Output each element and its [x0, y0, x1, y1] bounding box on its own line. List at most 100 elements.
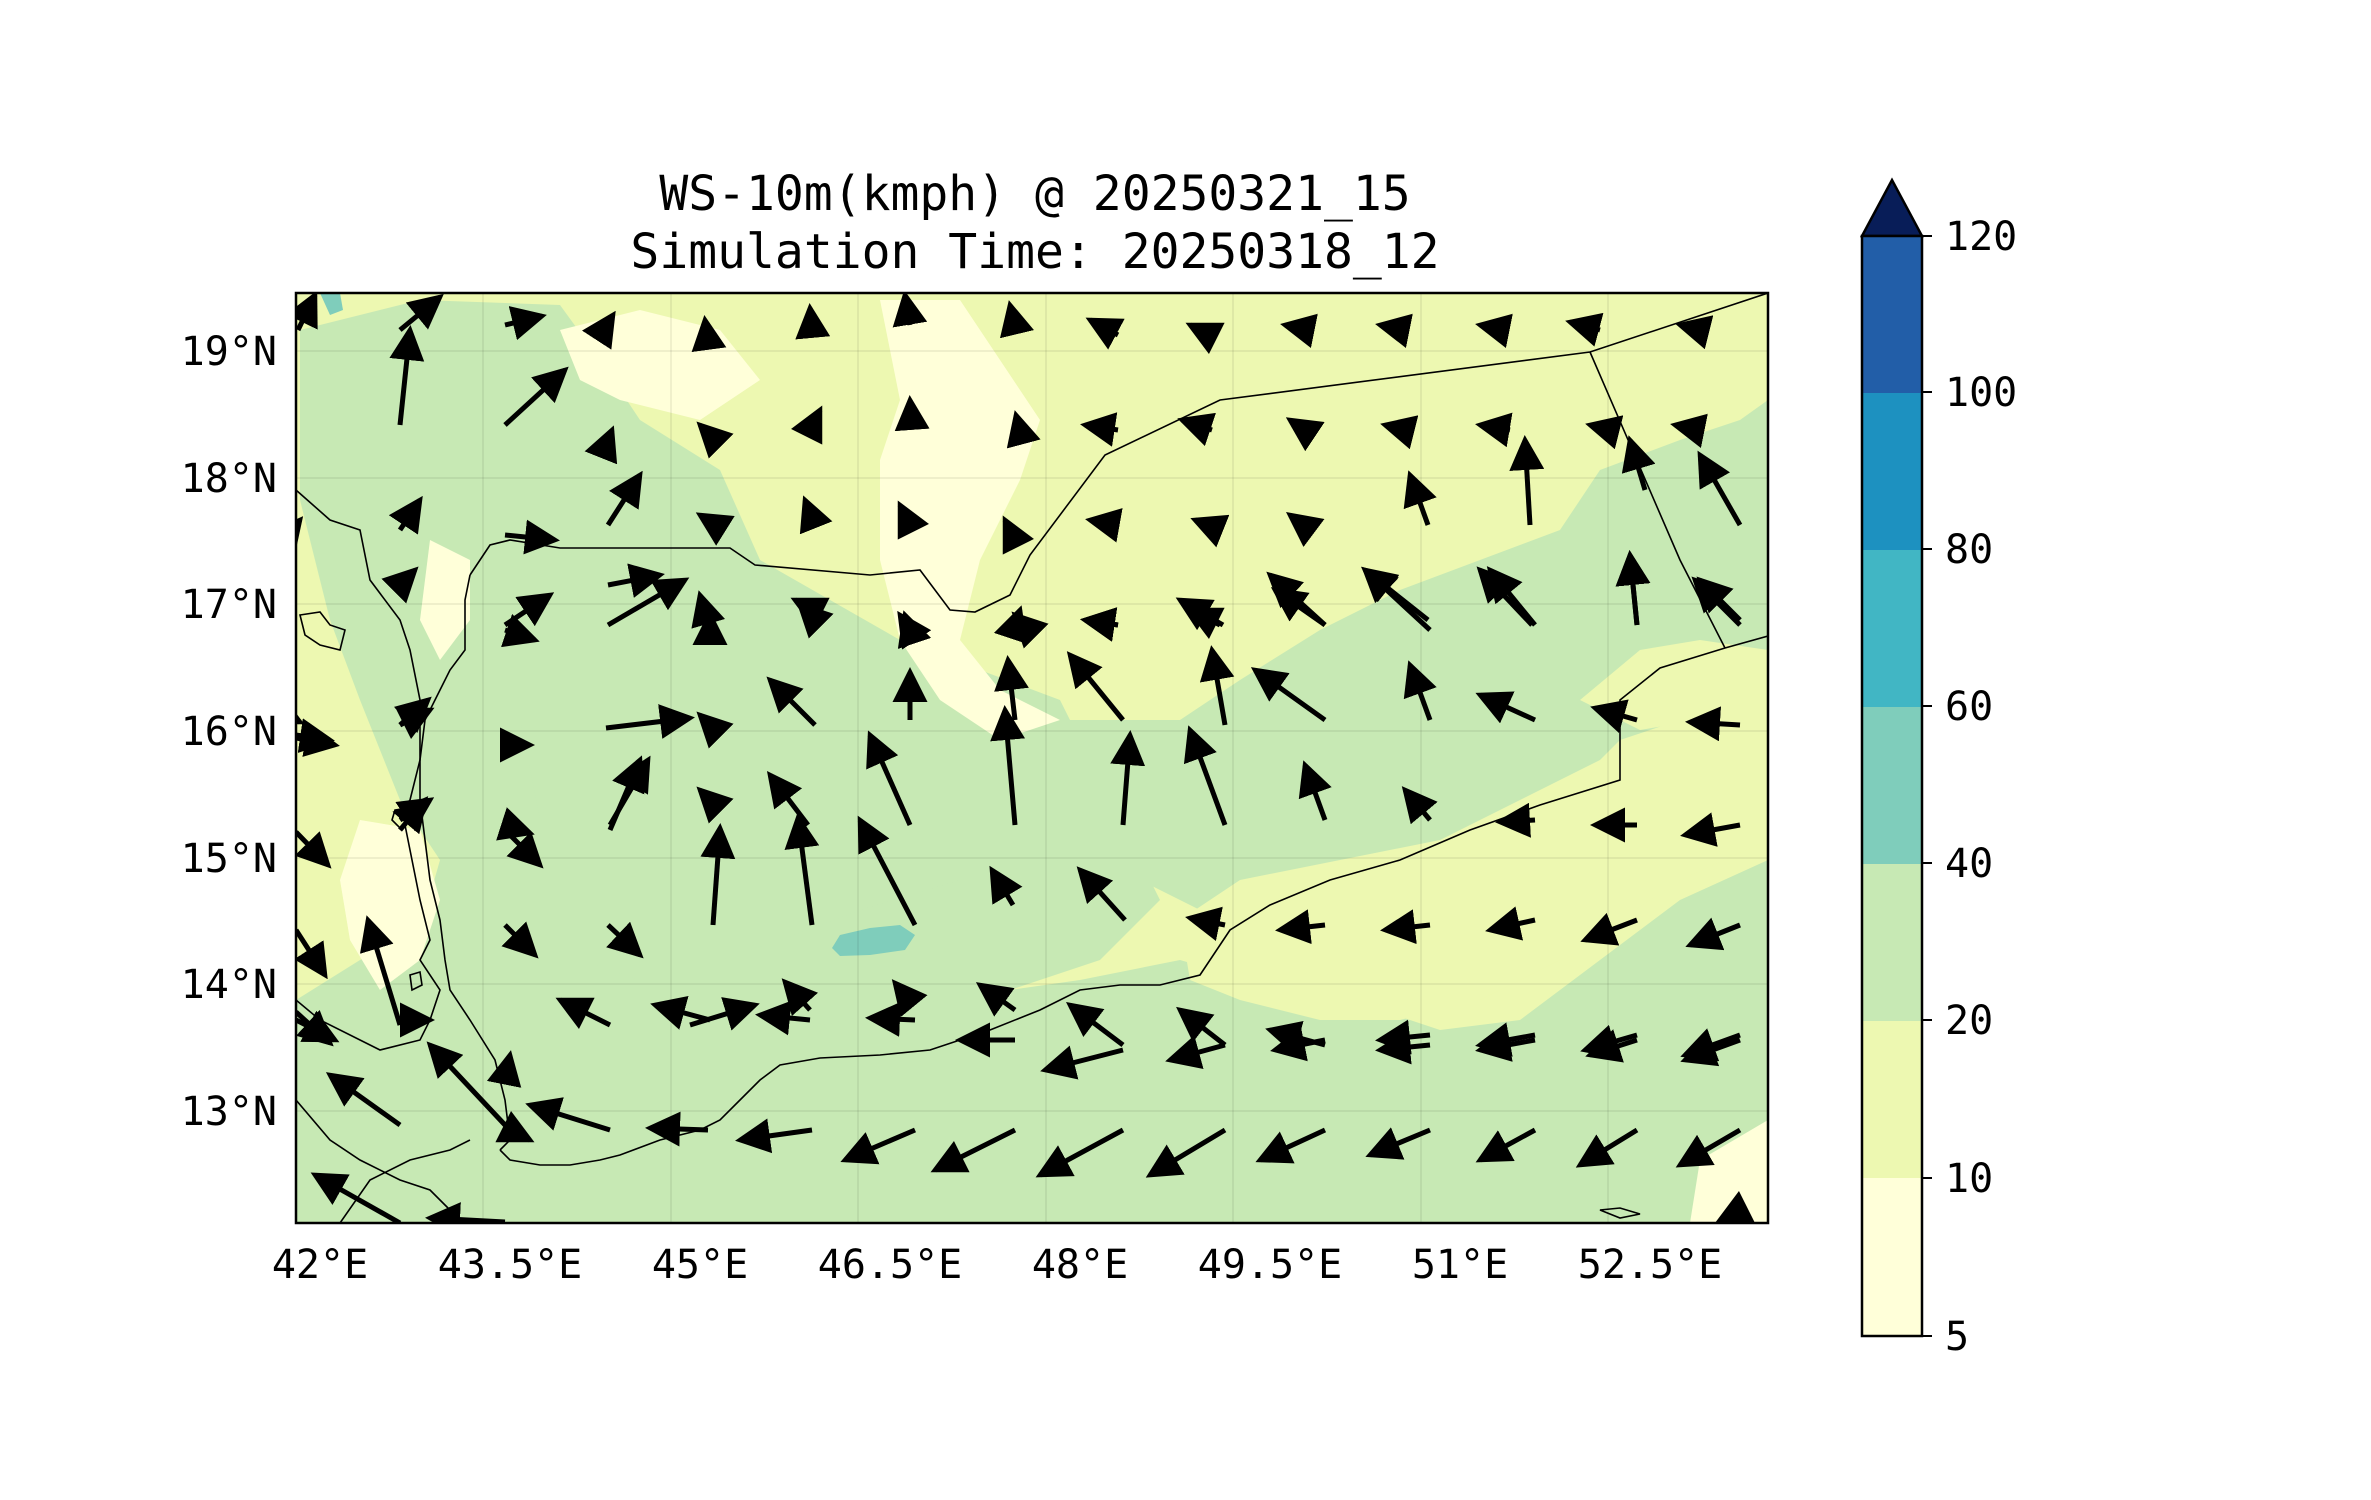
wind-vector-arrow — [781, 978, 819, 1017]
wind-vector-arrow — [606, 921, 644, 959]
lon-tick-label: 42°E — [272, 1242, 368, 1288]
colorbar-segment — [1862, 549, 1922, 707]
lat-tick-label: 16°N — [181, 709, 277, 755]
wind-vector-arrow — [310, 1172, 402, 1223]
wind-vector-arrow — [1685, 706, 1741, 742]
wind-vector-arrow — [1675, 1127, 1742, 1168]
colorbar-segment — [1862, 1178, 1922, 1336]
wind-vector-arrow — [1565, 312, 1604, 347]
wind-vector-arrow — [1165, 1035, 1226, 1069]
wind-vector-arrow — [606, 577, 690, 628]
wind-vector-arrow — [1585, 415, 1624, 450]
colorbar: 5 10 20 40 60 80 100 120 — [1859, 177, 2017, 1360]
wind-vector-arrow — [1175, 597, 1225, 631]
wind-vector-arrow — [1250, 667, 1327, 723]
wind-vector-arrow — [897, 500, 930, 540]
lon-tick-label: 49.5°E — [1198, 1242, 1343, 1288]
colorbar-frame — [1860, 234, 1924, 1338]
wind-vector-arrow — [796, 601, 834, 639]
wind-vector-arrow — [1066, 651, 1125, 722]
wind-vector-arrow — [296, 928, 328, 980]
wind-vector-arrow — [866, 730, 913, 827]
wind-vector-arrow — [755, 1000, 811, 1036]
wind-vector-arrow — [691, 315, 727, 353]
wind-vector-arrow — [1476, 566, 1534, 627]
wind-vector-arrow — [296, 722, 340, 757]
wind-vectors — [296, 293, 1755, 1223]
djibouti-border — [339, 1139, 471, 1223]
wind-vector-arrow — [892, 293, 928, 328]
wind-vector-arrow — [1590, 699, 1638, 734]
wind-vector-arrow — [398, 293, 444, 332]
lat-tick-label: 17°N — [181, 582, 277, 628]
wind-vector-arrow — [1183, 725, 1228, 826]
wind-vector-arrow — [395, 707, 435, 740]
wind-vector-arrow — [1401, 786, 1438, 825]
lat-tick-label: 13°N — [181, 1089, 277, 1135]
wind-vector-arrow — [766, 676, 817, 727]
wind-vector-arrow — [1475, 691, 1537, 724]
wind-vector-arrow — [325, 1072, 402, 1128]
wind-vector-arrow — [1270, 1026, 1326, 1062]
wind-vector-arrow — [1286, 512, 1325, 547]
wind-vector-arrow — [1475, 412, 1513, 448]
wind-vector-arrow — [1670, 413, 1708, 449]
wind-vector-arrow — [696, 711, 734, 749]
colorbar-extend-triangle — [1859, 177, 1925, 238]
wind-vector-arrow — [296, 830, 332, 869]
wind-vector-arrow — [425, 1202, 506, 1223]
wind-vector-arrow — [1580, 912, 1638, 946]
wind-vector-arrow — [381, 566, 419, 604]
title-line-1: WS-10m(kmph) @ 20250321_15 — [659, 166, 1411, 222]
wind-vector-arrow — [840, 1127, 916, 1165]
wind-vector-arrow — [389, 325, 425, 426]
colorbar-ticks — [1922, 235, 1932, 1337]
wind-vector-arrow — [689, 997, 760, 1031]
wind-vector-arrow — [1715, 1190, 1755, 1223]
lon-tick-label: 45°E — [652, 1242, 748, 1288]
wind-vector-arrow — [392, 796, 429, 835]
lon-tick-label: 51°E — [1412, 1242, 1508, 1288]
wind-vector-arrow — [930, 1127, 1017, 1173]
wind-vector-arrow — [605, 704, 695, 739]
wind-vector-arrow — [1176, 1006, 1227, 1047]
wind-vector-arrow — [1006, 410, 1041, 449]
wind-vector-arrow — [584, 425, 618, 465]
wind-vector-arrow — [1145, 1127, 1227, 1178]
lon-tick-label: 52.5°E — [1578, 1242, 1723, 1288]
lat-tick-label: 19°N — [181, 329, 277, 375]
wind-vector-arrow — [504, 306, 547, 341]
wind-vector-arrow — [1380, 415, 1419, 450]
longitude-tick-labels: 42°E 43.5°E 45°E 46.5°E 48°E 49.5°E 51°E… — [272, 1242, 1722, 1288]
wind-vector-arrow — [1375, 1029, 1431, 1065]
lat-tick-label: 15°N — [181, 836, 277, 882]
wind-vector-arrow — [1285, 417, 1325, 452]
wind-vector-arrow — [426, 1041, 507, 1127]
wind-vector-arrow — [1177, 412, 1216, 447]
latitude-tick-labels: 19°N 18°N 17°N 16°N 15°N 14°N 13°N — [181, 329, 277, 1135]
wind-vector-arrow — [1585, 1029, 1638, 1063]
wind-vector-arrow — [388, 495, 423, 535]
wind-vector-arrow — [1475, 1027, 1536, 1062]
wind-vector-arrow — [1266, 571, 1327, 627]
wind-vector-arrow — [1190, 514, 1230, 548]
wind-vector-arrow — [525, 1097, 611, 1133]
wind-vector-arrow — [1380, 909, 1431, 945]
wind-vector-arrow — [696, 421, 734, 459]
title-line-2: Simulation Time: 20250318_12 — [630, 224, 1440, 280]
wind-vector-arrow — [1685, 917, 1741, 951]
wind-vector-arrow — [645, 1111, 709, 1147]
wind-vector-arrow — [1002, 515, 1035, 555]
wind-vector-arrow — [650, 996, 711, 1030]
wind-vector-arrow — [989, 865, 1023, 907]
colorbar-tick-label: 10 — [1945, 1156, 1993, 1202]
wind-vector-arrow — [865, 1001, 916, 1037]
wind-vector-arrow — [975, 982, 1017, 1017]
wind-vector-arrow — [503, 828, 544, 869]
lon-tick-label: 46.5°E — [818, 1242, 963, 1288]
wind-vector-arrow — [503, 366, 569, 427]
wind-vector-arrow — [607, 563, 665, 598]
wind-vector-arrow — [486, 1050, 522, 1088]
colorbar-tick-label: 5 — [1945, 1314, 1969, 1360]
wind-vector-arrow — [1495, 802, 1536, 838]
